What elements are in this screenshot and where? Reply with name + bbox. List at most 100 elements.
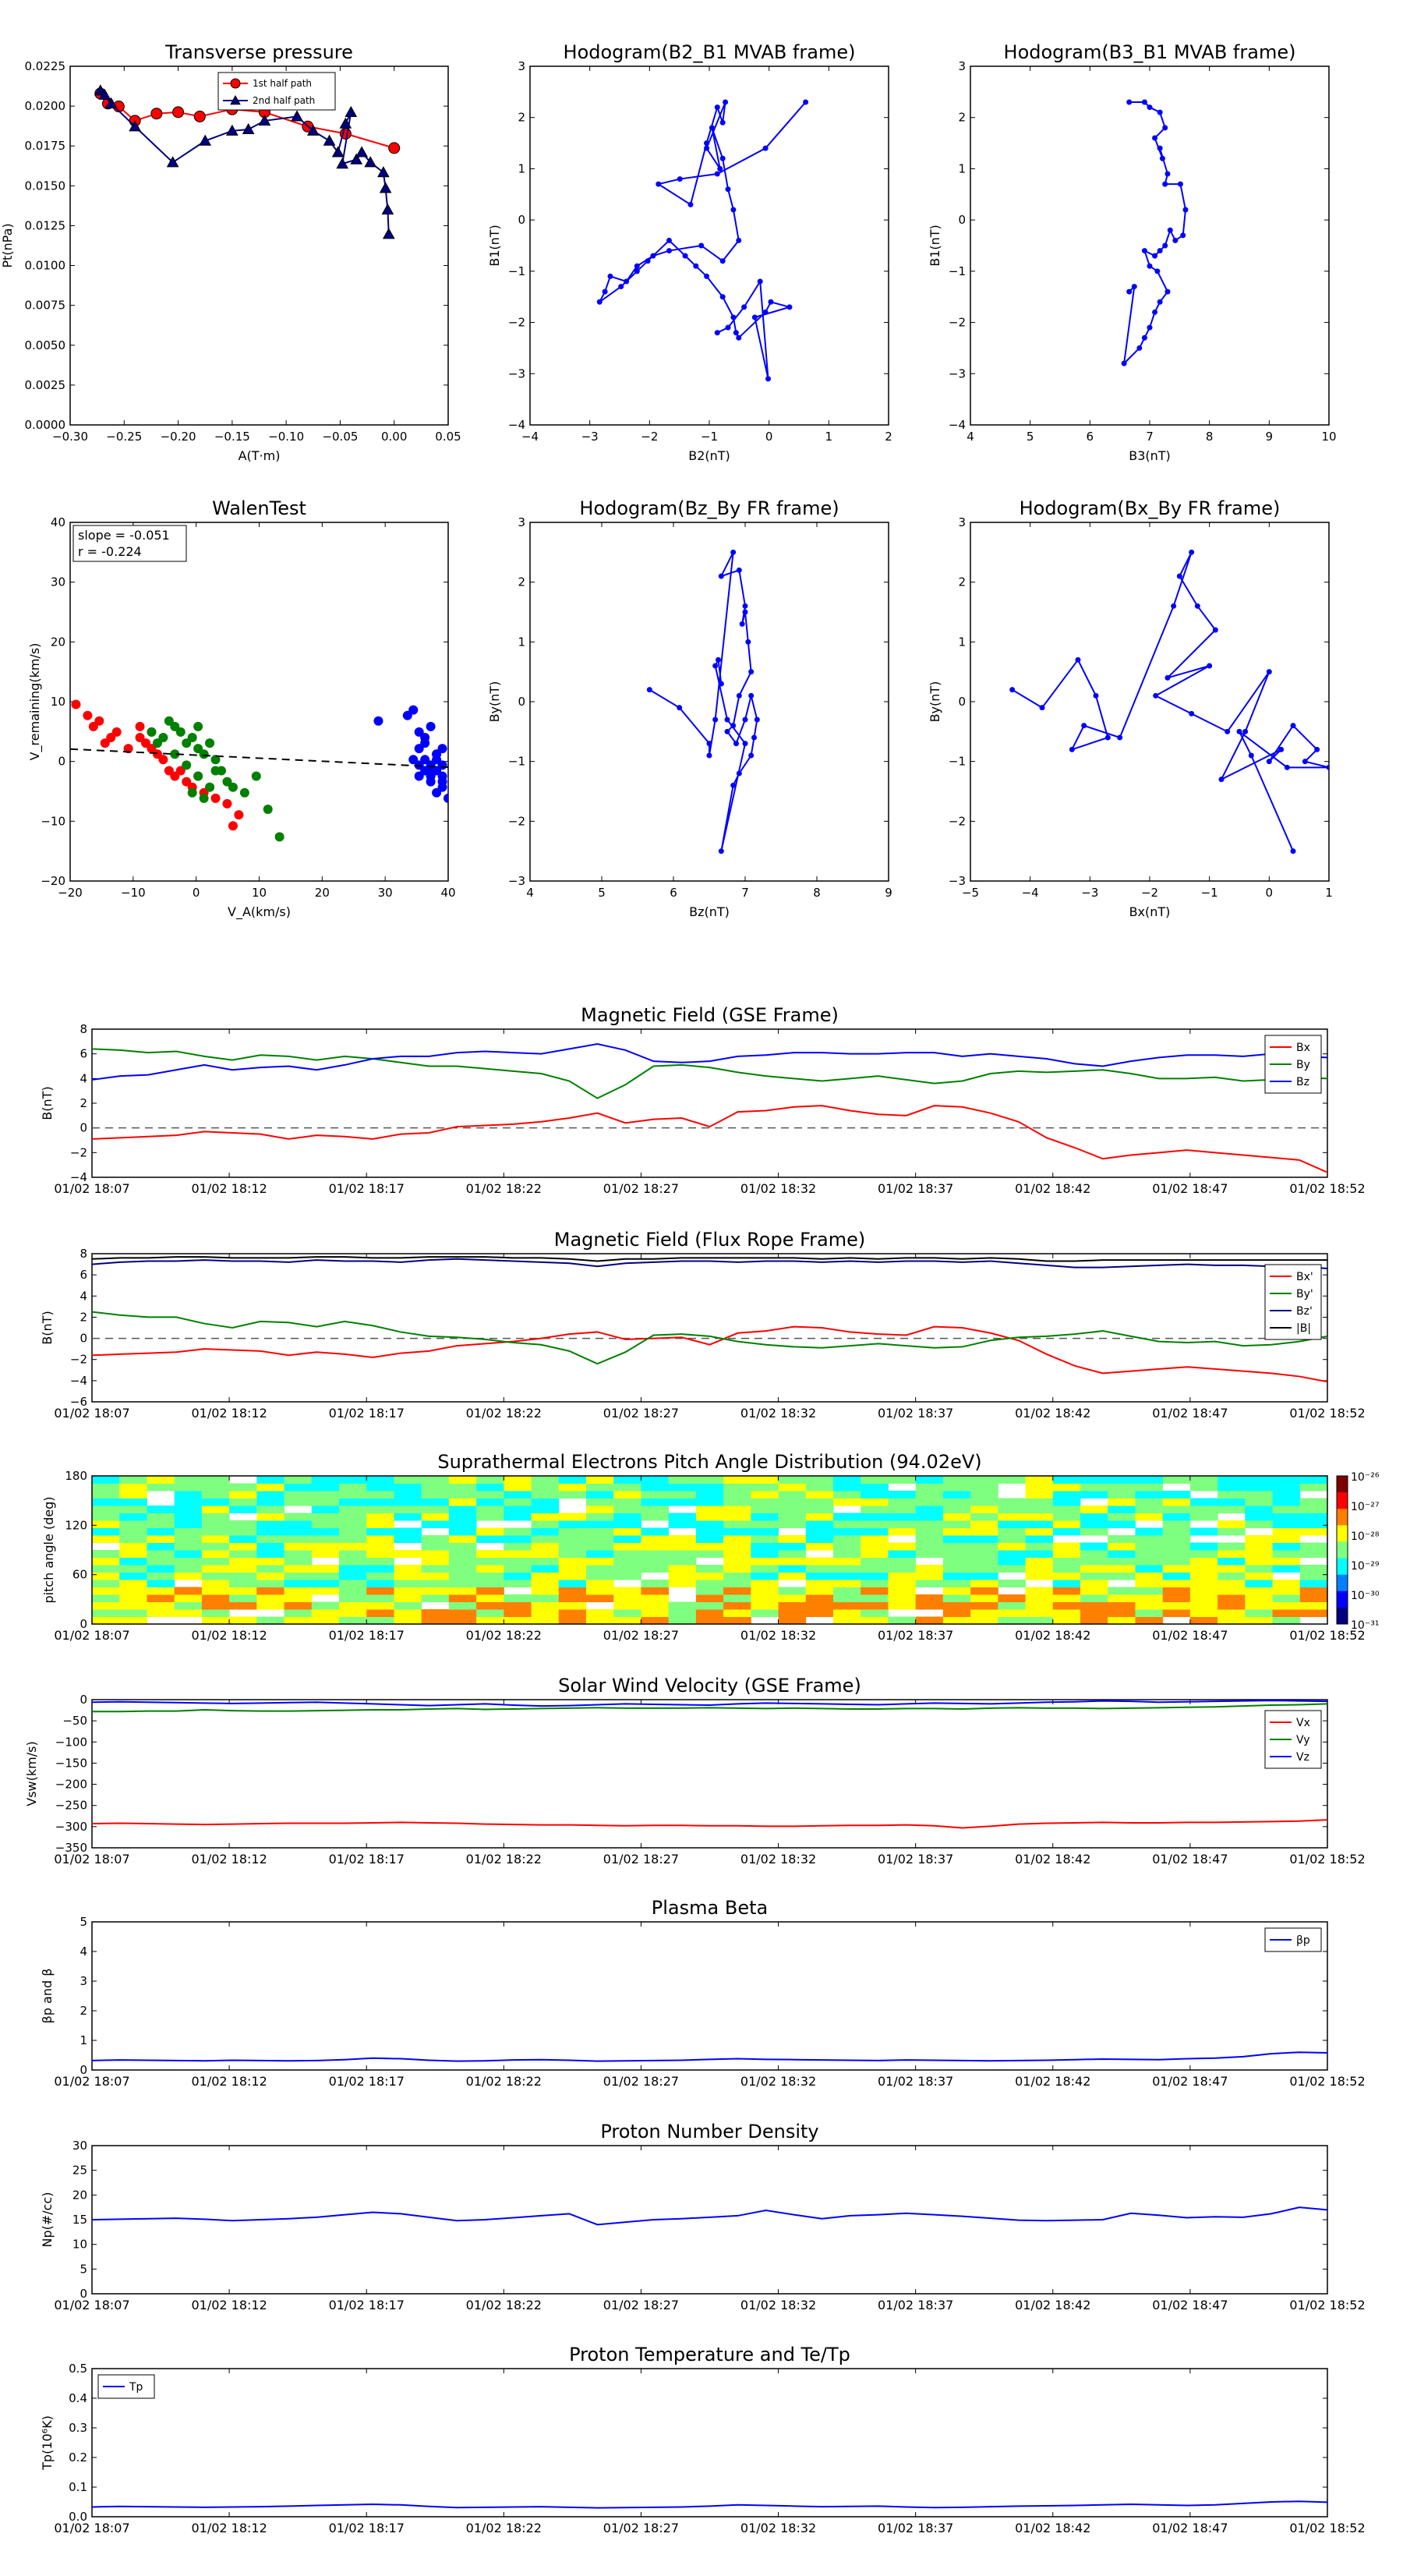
heatmap-cell: [256, 1550, 285, 1558]
heatmap-cell: [558, 1535, 587, 1543]
heatmap-cell: [1025, 1601, 1054, 1610]
scatter-point-blue: [444, 793, 448, 803]
hodogram-point: [1290, 848, 1296, 855]
hodogram-point: [1117, 734, 1123, 741]
heatmap-cell: [1217, 1594, 1246, 1602]
heatmap-cell: [833, 1609, 861, 1617]
heatmap-cell: [448, 1476, 477, 1484]
colorbar-segment: [1337, 1558, 1348, 1576]
y-tick-label: 3: [958, 59, 966, 73]
x-tick-label: −0.10: [268, 430, 304, 444]
heatmap-cell: [1025, 1594, 1054, 1602]
heatmap-cell: [1272, 1565, 1301, 1573]
heatmap-cell: [174, 1498, 203, 1506]
heatmap-cell: [421, 1491, 450, 1499]
heatmap-cell: [1135, 1580, 1164, 1587]
time-tick-label: 01/02 18:42: [1015, 1406, 1090, 1421]
heatmap-cell: [613, 1513, 641, 1521]
heatmap-cell: [942, 1601, 971, 1610]
y-tick-label: −1: [949, 755, 966, 769]
heatmap-cell: [1052, 1550, 1081, 1558]
heatmap-cell: [998, 1520, 1027, 1528]
series-line-blue: [92, 2206, 1327, 2226]
y-tick-label: −2: [70, 1145, 87, 1159]
heatmap-cell: [366, 1513, 394, 1521]
hodogram-point: [1121, 360, 1127, 366]
y-axis-label: βp and β: [40, 1969, 55, 2024]
scatter-point-green: [193, 721, 203, 731]
heatmap-cell: [998, 1513, 1027, 1521]
hodogram-point: [1152, 309, 1158, 315]
heatmap-cell: [861, 1550, 889, 1558]
heatmap-cell: [1299, 1542, 1328, 1551]
heatmap-cell: [229, 1594, 257, 1602]
heatmap-cell: [504, 1506, 532, 1513]
heatmap-cell: [147, 1506, 175, 1513]
heatmap-cell: [256, 1520, 285, 1528]
heatmap-cell: [174, 1513, 203, 1521]
heatmap-cell: [1217, 1550, 1246, 1558]
heatmap-cell: [119, 1535, 147, 1543]
x-tick-label: 2: [885, 430, 892, 444]
heatmap-cell: [229, 1535, 257, 1543]
heatmap-cell: [1162, 1587, 1191, 1595]
heatmap-cell: [695, 1520, 724, 1528]
heatmap-cell: [613, 1550, 641, 1558]
y-tick-label: −300: [55, 1820, 87, 1834]
y-tick-label: 3: [518, 515, 525, 529]
heatmap-cell: [861, 1527, 889, 1536]
time-tick-label: 01/02 18:37: [878, 1181, 953, 1196]
heatmap-cell: [1272, 1609, 1301, 1617]
hodogram-point: [1154, 268, 1161, 274]
heatmap-cell: [448, 1557, 477, 1566]
point-triangle: [339, 117, 352, 129]
heatmap-cell: [558, 1601, 587, 1610]
legend-label: Vx: [1296, 1717, 1310, 1729]
y-tick-label: 4: [80, 1071, 87, 1085]
point-triangle: [242, 122, 255, 135]
heatmap-cell: [668, 1520, 697, 1528]
heatmap-cell: [888, 1520, 917, 1528]
heatmap-cell: [695, 1587, 724, 1595]
hodogram-point: [677, 176, 683, 182]
heatmap-cell: [888, 1542, 917, 1551]
x-tick-label: −3: [1081, 886, 1098, 900]
heatmap-cell: [1135, 1565, 1164, 1573]
y-tick-label: −250: [55, 1799, 87, 1813]
hodogram-point: [706, 741, 712, 747]
y-tick-label: 20: [72, 2188, 87, 2202]
y-axis-label: B1(nT): [928, 225, 942, 267]
hodogram-point: [1164, 171, 1171, 177]
x-tick-label: 0.00: [381, 430, 407, 444]
heatmap-cell: [394, 1550, 422, 1558]
heatmap-cell: [586, 1580, 614, 1587]
heatmap-cell: [394, 1476, 422, 1484]
heatmap-cell: [201, 1594, 230, 1602]
y-tick-label: 5: [80, 2262, 87, 2276]
heatmap-cell: [695, 1572, 724, 1580]
time-tick-label: 01/02 18:07: [54, 1406, 129, 1421]
heatmap-cell: [1162, 1557, 1191, 1566]
heatmap-cell: [778, 1594, 807, 1602]
heatmap-cell: [339, 1601, 367, 1610]
y-axis-label: Np(#/cc): [40, 2192, 55, 2248]
heatmap-cell: [504, 1616, 532, 1625]
heatmap-cell: [119, 1601, 147, 1610]
heatmap-cell: [1189, 1506, 1218, 1513]
heatmap-cell: [833, 1594, 861, 1602]
heatmap-cell: [695, 1483, 724, 1491]
x-tick-label: 0: [765, 430, 773, 444]
heatmap-cell: [366, 1609, 394, 1617]
point-triangle: [98, 88, 111, 100]
heatmap-cell: [641, 1527, 670, 1536]
heatmap-cell: [558, 1557, 587, 1566]
heatmap-cell: [915, 1565, 944, 1573]
heatmap-cell: [1217, 1587, 1246, 1595]
heatmap-cell: [1245, 1498, 1274, 1506]
y-tick-label: 0.0125: [25, 218, 66, 232]
heatmap-cell: [1245, 1535, 1274, 1543]
heatmap-cell: [366, 1483, 394, 1491]
hodogram-point: [736, 567, 742, 573]
heatmap-cell: [504, 1601, 532, 1610]
heatmap-cell: [1135, 1594, 1164, 1602]
